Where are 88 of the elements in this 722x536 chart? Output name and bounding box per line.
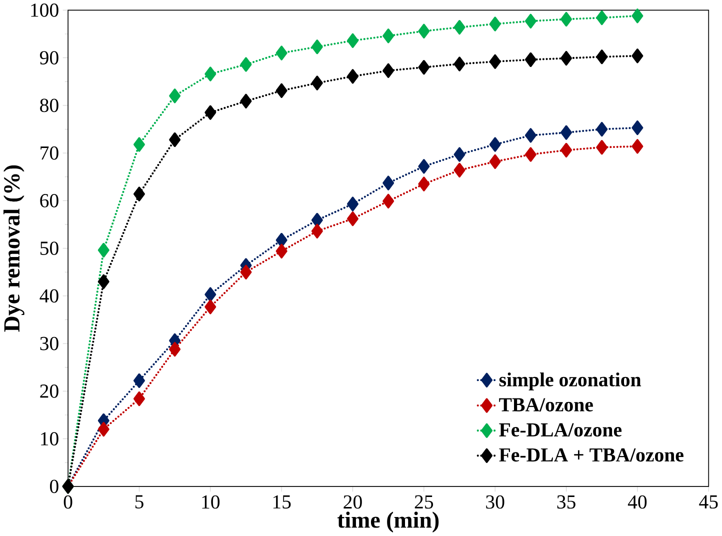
point	[596, 122, 608, 137]
point	[382, 63, 394, 78]
x-tick-label: 25	[414, 495, 434, 509]
point	[418, 24, 430, 38]
x-tick-label: 15	[273, 495, 291, 509]
point	[560, 50, 572, 66]
point	[382, 28, 394, 44]
point	[524, 52, 536, 68]
point	[418, 60, 430, 75]
point	[560, 142, 572, 158]
point	[454, 56, 466, 72]
y-tick-label: 70	[40, 146, 58, 160]
point	[454, 20, 466, 35]
point	[311, 224, 323, 238]
point	[204, 66, 216, 82]
x-tick-label: 30	[486, 495, 504, 509]
point	[133, 373, 145, 388]
point	[276, 244, 288, 258]
point	[524, 14, 536, 28]
point	[276, 232, 288, 248]
point	[311, 212, 323, 228]
point	[133, 137, 145, 152]
point	[169, 342, 181, 357]
point	[596, 140, 608, 155]
legend-label: Fe-DLA/ozone	[499, 423, 622, 437]
point	[632, 8, 644, 24]
legend-label: TBA/ozone	[499, 398, 593, 412]
y-tick-label: 40	[40, 289, 58, 303]
x-tick-label: 20	[344, 495, 362, 509]
point	[596, 50, 608, 64]
point	[418, 176, 430, 192]
point	[276, 83, 288, 98]
point	[347, 211, 358, 226]
point	[204, 105, 216, 120]
point	[489, 137, 501, 152]
y-tick-label: 50	[40, 242, 58, 255]
x-tick-label: 45	[699, 495, 718, 509]
point	[240, 57, 252, 72]
point	[98, 422, 110, 437]
y-tick-label: 20	[40, 384, 58, 398]
point	[347, 196, 358, 212]
y-tick-label: 10	[41, 432, 58, 446]
point	[133, 186, 145, 202]
y-tick-label: 80	[40, 98, 58, 112]
point	[133, 392, 145, 406]
point	[454, 147, 466, 162]
point	[204, 287, 216, 302]
legend-label: simple ozonation	[499, 372, 642, 390]
point	[382, 194, 394, 208]
point	[560, 12, 572, 27]
point	[560, 125, 572, 140]
legend-label: Fe-DLA + TBA/ozone	[499, 448, 684, 462]
point	[311, 76, 323, 90]
y-axis-title: Dye removal (%)	[3, 165, 24, 332]
y-tick-label: 60	[40, 194, 58, 208]
x-tick-label: 0	[64, 495, 72, 509]
point	[632, 48, 644, 64]
y-tick-label: 0	[50, 480, 58, 494]
x-tick-label: 35	[557, 495, 576, 509]
y-tick-label: 30	[40, 336, 58, 350]
point	[489, 154, 501, 169]
point	[632, 120, 644, 136]
point	[169, 132, 181, 148]
point	[596, 10, 608, 26]
point	[382, 176, 394, 190]
point	[489, 54, 501, 69]
point	[98, 242, 110, 258]
point	[524, 128, 536, 143]
point	[347, 33, 358, 48]
point	[169, 88, 181, 104]
point	[524, 147, 536, 162]
x-tick-label: 40	[628, 495, 647, 509]
y-tick-label: 100	[31, 4, 58, 17]
point	[489, 16, 501, 32]
point	[311, 40, 323, 54]
point	[204, 300, 216, 314]
x-tick-label: 10	[202, 495, 220, 509]
x-tick-label: 5	[135, 495, 144, 509]
point	[454, 162, 466, 178]
point	[240, 94, 252, 108]
point	[418, 159, 430, 174]
point	[276, 46, 288, 60]
y-tick-label: 90	[40, 51, 58, 64]
point	[347, 69, 358, 84]
x-axis-title: time (min)	[337, 512, 439, 532]
point	[98, 274, 110, 289]
point	[240, 264, 252, 280]
point	[632, 139, 644, 154]
